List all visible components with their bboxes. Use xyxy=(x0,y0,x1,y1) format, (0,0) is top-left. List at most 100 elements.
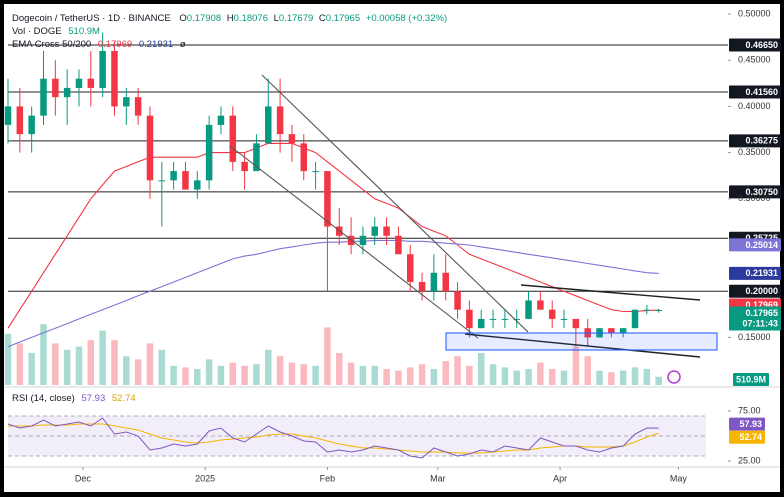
level-badge xyxy=(729,38,781,52)
ohlc-key: H xyxy=(227,13,234,24)
ohlc-value: 0.17679 xyxy=(279,13,313,24)
candle-body xyxy=(430,272,438,292)
ohlc-value: 0.17965 xyxy=(326,13,360,24)
volume-title: Vol · DOGE xyxy=(12,26,62,37)
price-badge xyxy=(729,266,781,280)
change: +0.00058 (+0.32%) xyxy=(366,13,447,24)
volume-bar xyxy=(631,367,639,385)
volume-badge-label: 510.9M xyxy=(736,374,766,384)
volume-bar xyxy=(134,359,142,385)
rsi-line xyxy=(7,417,659,459)
volume-bar xyxy=(548,369,556,385)
volume-bar xyxy=(170,365,177,385)
candle-body xyxy=(619,328,627,333)
candle-body xyxy=(146,115,154,181)
volume-bar xyxy=(123,356,130,385)
volume-bar xyxy=(596,370,603,385)
level-label: 0.30750 xyxy=(745,187,778,197)
ohlc-value: 0.17908 xyxy=(187,13,221,24)
volume-bar xyxy=(501,367,509,385)
volume-bar xyxy=(28,353,35,385)
candle-body xyxy=(525,300,532,319)
level-label: 0.25725 xyxy=(745,233,778,243)
legend-volume: Vol · DOGE 510.9M xyxy=(12,26,100,37)
candle-body xyxy=(170,171,177,181)
volume-bar xyxy=(336,353,343,385)
price-badge xyxy=(729,306,781,331)
level-label: 0.20000 xyxy=(745,286,778,296)
volume-bar xyxy=(75,346,83,385)
volume-bar xyxy=(430,369,438,385)
volume-bar xyxy=(63,349,71,385)
candle-body xyxy=(241,161,248,172)
candle-body xyxy=(276,106,284,135)
background xyxy=(4,4,780,492)
y-tick-label: 0.35000 xyxy=(738,147,771,157)
x-tick-label: Apr xyxy=(553,473,567,483)
volume-bar xyxy=(300,364,308,385)
volume-bar xyxy=(584,356,591,385)
rsi-tick-label: 75.00 xyxy=(738,405,761,415)
level-badge xyxy=(729,284,781,298)
volume-bar xyxy=(52,343,59,385)
rsi-title: RSI (14, close) xyxy=(12,393,75,404)
x-tick-label: Feb xyxy=(320,473,336,483)
candle-body xyxy=(560,318,568,320)
legend-main: Dogecoin / TetherUS · 1D · BINANCE O0.17… xyxy=(12,13,447,24)
candle-body xyxy=(513,318,520,320)
level-badge xyxy=(729,185,781,199)
volume-bar xyxy=(655,376,662,385)
candle-body xyxy=(134,97,142,116)
candle-body xyxy=(383,226,390,236)
channel-line xyxy=(229,145,479,339)
candle-body xyxy=(395,235,402,255)
ohlc-key: O xyxy=(179,13,186,24)
volume-bar xyxy=(40,324,47,385)
volume-bar xyxy=(99,330,106,385)
level-label: 0.46650 xyxy=(745,40,778,50)
x-tick-label: May xyxy=(670,473,688,483)
rsi-ma-value: 52.74 xyxy=(112,393,136,404)
candle-body xyxy=(608,328,615,333)
volume-bar xyxy=(146,343,154,385)
candle-body xyxy=(477,318,485,329)
trend-line xyxy=(464,333,701,358)
candle-body xyxy=(442,272,449,292)
volume-badge xyxy=(733,373,769,386)
candle-body xyxy=(288,134,296,144)
y-tick-label: 0.40000 xyxy=(738,101,771,111)
volume-bar xyxy=(241,365,248,385)
candle-body xyxy=(99,50,106,88)
y-tick-label: 0.30000 xyxy=(738,193,771,203)
candle-body xyxy=(217,115,225,125)
legend-ema: EMA Cross 50/200 0.17969 0.21931 ø xyxy=(12,39,186,50)
volume-bar xyxy=(217,365,225,385)
price-label: 0.17969 xyxy=(745,300,778,310)
x-tick-label: 2025 xyxy=(195,473,215,483)
y-tick-label: 0.50000 xyxy=(738,8,771,18)
price-label: 0.25014 xyxy=(745,240,778,250)
candle-body xyxy=(537,300,544,310)
price-badge xyxy=(729,238,781,252)
candle-body xyxy=(52,78,59,98)
candle-body xyxy=(158,180,166,182)
channel-line xyxy=(261,74,529,333)
rsi-band xyxy=(8,416,706,456)
candle-body xyxy=(643,309,651,311)
candle-body xyxy=(501,318,509,320)
volume-bar xyxy=(324,327,331,385)
candle-body xyxy=(253,143,260,172)
candle-body xyxy=(300,143,308,172)
x-tick-label: Mar xyxy=(430,473,446,483)
volume-bar xyxy=(205,359,213,385)
volume-bar xyxy=(265,349,272,385)
trend-line xyxy=(520,284,701,301)
candle-body xyxy=(548,309,556,319)
candle-body xyxy=(4,106,12,125)
moving-average xyxy=(7,142,659,329)
candle-body xyxy=(371,226,378,236)
candle-body xyxy=(194,180,201,190)
volume-bar xyxy=(513,370,520,385)
rsi-badge-label: 57.93 xyxy=(739,419,762,429)
volume-bar xyxy=(525,369,532,385)
